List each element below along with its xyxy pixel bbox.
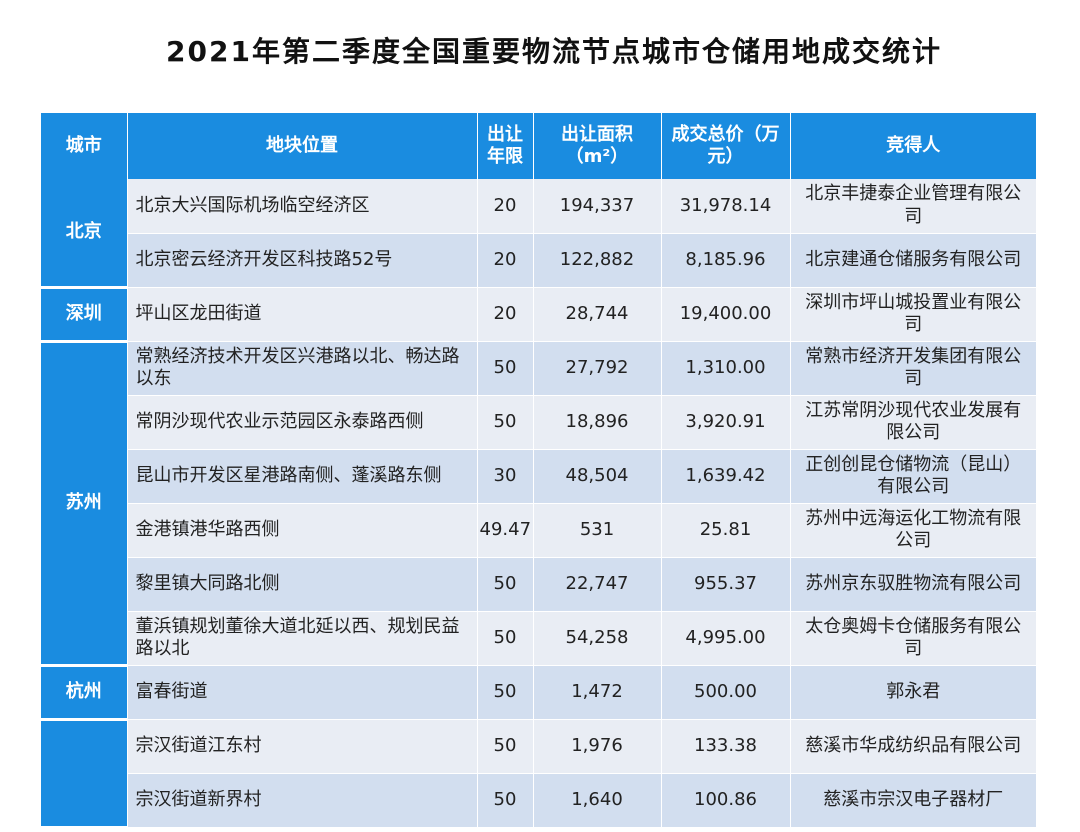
location-cell: 宗汉街道新界村 — [127, 773, 478, 828]
city-cell: 深圳 — [41, 287, 128, 343]
area-cell: 1,976 — [533, 719, 662, 774]
price-cell: 1,310.00 — [661, 341, 791, 396]
table-row: 常阴沙现代农业示范园区永泰路西侧 50 18,896 3,920.91 江苏常阴沙现代农… — [41, 395, 1036, 450]
area-cell: 194,337 — [533, 179, 662, 234]
header-years: 出让年限 — [477, 113, 534, 179]
price-cell: 8,185.96 — [661, 233, 791, 288]
table-header-row: 城市 地块位置 出让年限 出让面积（m²） 成交总价（万元） 竞得人 — [41, 113, 1036, 179]
price-cell: 955.37 — [661, 557, 791, 612]
area-cell: 27,792 — [533, 341, 662, 396]
price-cell: 1,639.42 — [661, 449, 791, 504]
table-row: 深圳 坪山区龙田街道 20 28,744 19,400.00 深圳市坪山城投置业有限公司 — [41, 287, 1036, 343]
header-location: 地块位置 — [127, 113, 478, 179]
city-cell — [41, 719, 128, 829]
price-cell: 133.38 — [661, 719, 791, 774]
table-body: 北京 北京大兴国际机场临空经济区 20 194,337 31,978.14 北京丰捷泰企业… — [41, 179, 1036, 829]
table-row: 北京密云经济开发区科技路52号 20 122,882 8,185.96 北京建通仓储服务… — [41, 233, 1036, 288]
table-row: 黎里镇大同路北侧 50 22,747 955.37 苏州京东驭胜物流有限公司 — [41, 557, 1036, 612]
table-row: 杭州 富春街道 50 1,472 500.00 郭永君 — [41, 665, 1036, 721]
table-row: 金港镇港华路西侧 49.47 531 25.81 苏州中远海运化工物流有限公司 — [41, 503, 1036, 558]
header-area: 出让面积（m²） — [533, 113, 662, 179]
location-cell: 黎里镇大同路北侧 — [127, 557, 478, 612]
header-city: 城市 — [41, 113, 128, 179]
area-cell: 28,744 — [533, 287, 662, 342]
years-cell: 20 — [477, 179, 534, 234]
location-cell: 坪山区龙田街道 — [127, 287, 478, 342]
price-cell: 31,978.14 — [661, 179, 791, 234]
price-cell: 3,920.91 — [661, 395, 791, 450]
area-cell: 1,472 — [533, 665, 662, 720]
price-cell: 500.00 — [661, 665, 791, 720]
location-cell: 昆山市开发区星港路南侧、蓬溪路东侧 — [127, 449, 478, 504]
area-cell: 22,747 — [533, 557, 662, 612]
table-row: 苏州 常熟经济技术开发区兴港路以北、畅达路以东 50 27,792 1,310.00 常熟… — [41, 341, 1036, 667]
table-row: 昆山市开发区星港路南侧、蓬溪路东侧 30 48,504 1,639.42 正创创昆仓储物… — [41, 449, 1036, 504]
buyer-cell: 苏州中远海运化工物流有限公司 — [790, 503, 1036, 558]
years-cell: 50 — [477, 719, 534, 774]
location-cell: 常阴沙现代农业示范园区永泰路西侧 — [127, 395, 478, 450]
location-cell: 北京密云经济开发区科技路52号 — [127, 233, 478, 288]
buyer-cell: 正创创昆仓储物流（昆山）有限公司 — [790, 449, 1036, 504]
city-cell: 北京 — [41, 179, 128, 289]
area-cell: 531 — [533, 503, 662, 558]
buyer-cell: 太仓奥姆卡仓储服务有限公司 — [790, 611, 1036, 666]
table-row: 北京 北京大兴国际机场临空经济区 20 194,337 31,978.14 北京丰捷泰企业… — [41, 179, 1036, 289]
header-price: 成交总价（万元） — [661, 113, 791, 179]
area-cell: 18,896 — [533, 395, 662, 450]
header-buyer: 竞得人 — [790, 113, 1036, 179]
buyer-cell: 北京丰捷泰企业管理有限公司 — [790, 179, 1036, 234]
years-cell: 30 — [477, 449, 534, 504]
years-cell: 50 — [477, 557, 534, 612]
area-cell: 48,504 — [533, 449, 662, 504]
location-cell: 董浜镇规划董徐大道北延以西、规划民益路以北 — [127, 611, 478, 666]
price-cell: 25.81 — [661, 503, 791, 558]
city-cell: 杭州 — [41, 665, 128, 721]
location-cell: 宗汉街道江东村 — [127, 719, 478, 774]
years-cell: 50 — [477, 341, 534, 396]
location-cell: 金港镇港华路西侧 — [127, 503, 478, 558]
area-cell: 122,882 — [533, 233, 662, 288]
area-cell: 54,258 — [533, 611, 662, 666]
buyer-cell: 北京建通仓储服务有限公司 — [790, 233, 1036, 288]
area-cell: 1,640 — [533, 773, 662, 828]
city-cell: 苏州 — [41, 341, 128, 667]
page-title: 2021年第二季度全国重要物流节点城市仓储用地成交统计 — [166, 35, 942, 68]
buyer-cell: 苏州京东驭胜物流有限公司 — [790, 557, 1036, 612]
price-cell: 19,400.00 — [661, 287, 791, 342]
buyer-cell: 江苏常阴沙现代农业发展有限公司 — [790, 395, 1036, 450]
location-cell: 常熟经济技术开发区兴港路以北、畅达路以东 — [127, 341, 478, 396]
price-cell: 100.86 — [661, 773, 791, 828]
years-cell: 49.47 — [477, 503, 534, 558]
location-cell: 富春街道 — [127, 665, 478, 720]
table-row: 宗汉街道江东村 50 1,976 133.38 慈溪市华成纺织品有限公司 — [41, 719, 1036, 829]
years-cell: 50 — [477, 611, 534, 666]
buyer-cell: 深圳市坪山城投置业有限公司 — [790, 287, 1036, 342]
location-cell: 北京大兴国际机场临空经济区 — [127, 179, 478, 234]
buyer-cell: 郭永君 — [790, 665, 1036, 720]
price-cell: 4,995.00 — [661, 611, 791, 666]
years-cell: 50 — [477, 665, 534, 720]
years-cell: 50 — [477, 395, 534, 450]
table-row: 董浜镇规划董徐大道北延以西、规划民益路以北 50 54,258 4,995.00 太仓奥… — [41, 611, 1036, 666]
buyer-cell: 常熟市经济开发集团有限公司 — [790, 341, 1036, 396]
buyer-cell: 慈溪市华成纺织品有限公司 — [790, 719, 1036, 774]
years-cell: 20 — [477, 233, 534, 288]
years-cell: 20 — [477, 287, 534, 342]
years-cell: 50 — [477, 773, 534, 828]
table-row: 宗汉街道新界村 50 1,640 100.86 慈溪市宗汉电子器材厂 — [41, 773, 1036, 828]
land-transaction-table: 城市 地块位置 出让年限 出让面积（m²） 成交总价（万元） 竞得人 北京 北京大… — [41, 113, 1036, 829]
buyer-cell: 慈溪市宗汉电子器材厂 — [790, 773, 1036, 828]
